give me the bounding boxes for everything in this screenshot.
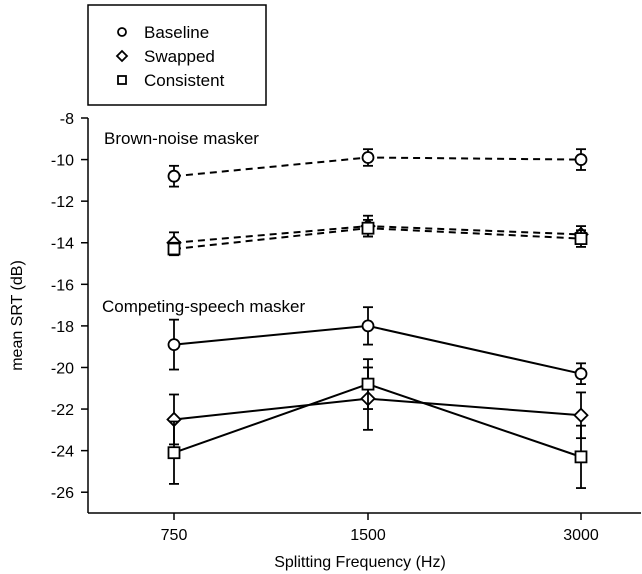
x-tick-label: 3000	[563, 527, 599, 544]
y-tick-label: -8	[60, 111, 74, 128]
y-tick-label: -26	[51, 485, 74, 502]
panel-label: Competing-speech masker	[102, 297, 305, 316]
y-tick-label: -18	[51, 319, 74, 336]
series-line-consistent	[173, 227, 582, 250]
axes: -8 -10 -12 -14 -16 -18 -20 -22 -24 -26 750 1500 3000…	[9, 111, 641, 571]
circle-marker	[574, 367, 588, 381]
x-tick-label: 750	[161, 527, 188, 544]
square-marker	[167, 446, 181, 460]
plot-area: Brown-noise masker Competing-speech maske…	[102, 129, 589, 489]
y-tick-label: -24	[51, 444, 74, 461]
legend-item: Consistent	[117, 71, 225, 90]
legend-item: Swapped	[115, 47, 215, 66]
y-axis-title: mean SRT (dB)	[9, 260, 26, 371]
circle-icon	[117, 27, 127, 37]
square-marker	[361, 221, 375, 235]
legend-label: Consistent	[144, 71, 225, 90]
series-line-baseline	[173, 324, 582, 375]
panel-label: Brown-noise masker	[104, 129, 259, 148]
y-tick-label: -22	[51, 402, 74, 419]
circle-marker	[167, 169, 181, 183]
y-tick-label: -14	[51, 236, 74, 253]
square-marker	[167, 242, 181, 256]
y-tick-label: -12	[51, 194, 74, 211]
y-tick-label: -16	[51, 277, 74, 294]
x-axis-title: Splitting Frequency (Hz)	[274, 554, 446, 571]
series-line-baseline	[173, 156, 582, 178]
square-marker	[574, 232, 588, 245]
legend: Baseline Swapped Consistent	[87, 4, 267, 106]
diamond-marker	[573, 407, 589, 424]
y-tick-label: -20	[51, 360, 74, 377]
y-tick-label: -10	[51, 153, 74, 170]
panel-brown-noise: Brown-noise masker	[104, 129, 589, 257]
circle-marker	[361, 319, 375, 333]
legend-label: Swapped	[144, 47, 215, 66]
series-line-consistent	[173, 383, 582, 458]
circle-marker	[361, 151, 375, 164]
square-icon	[117, 75, 127, 85]
circle-marker	[167, 338, 181, 352]
square-marker	[361, 377, 375, 391]
legend-label: Baseline	[144, 23, 209, 42]
square-marker	[574, 450, 588, 464]
panel-competing-speech: Competing-speech masker	[102, 297, 589, 489]
circle-marker	[574, 153, 588, 166]
x-tick-label: 1500	[350, 527, 386, 544]
legend-item: Baseline	[117, 23, 209, 42]
series-line-swapped	[173, 397, 582, 421]
diamond-icon	[115, 49, 129, 63]
